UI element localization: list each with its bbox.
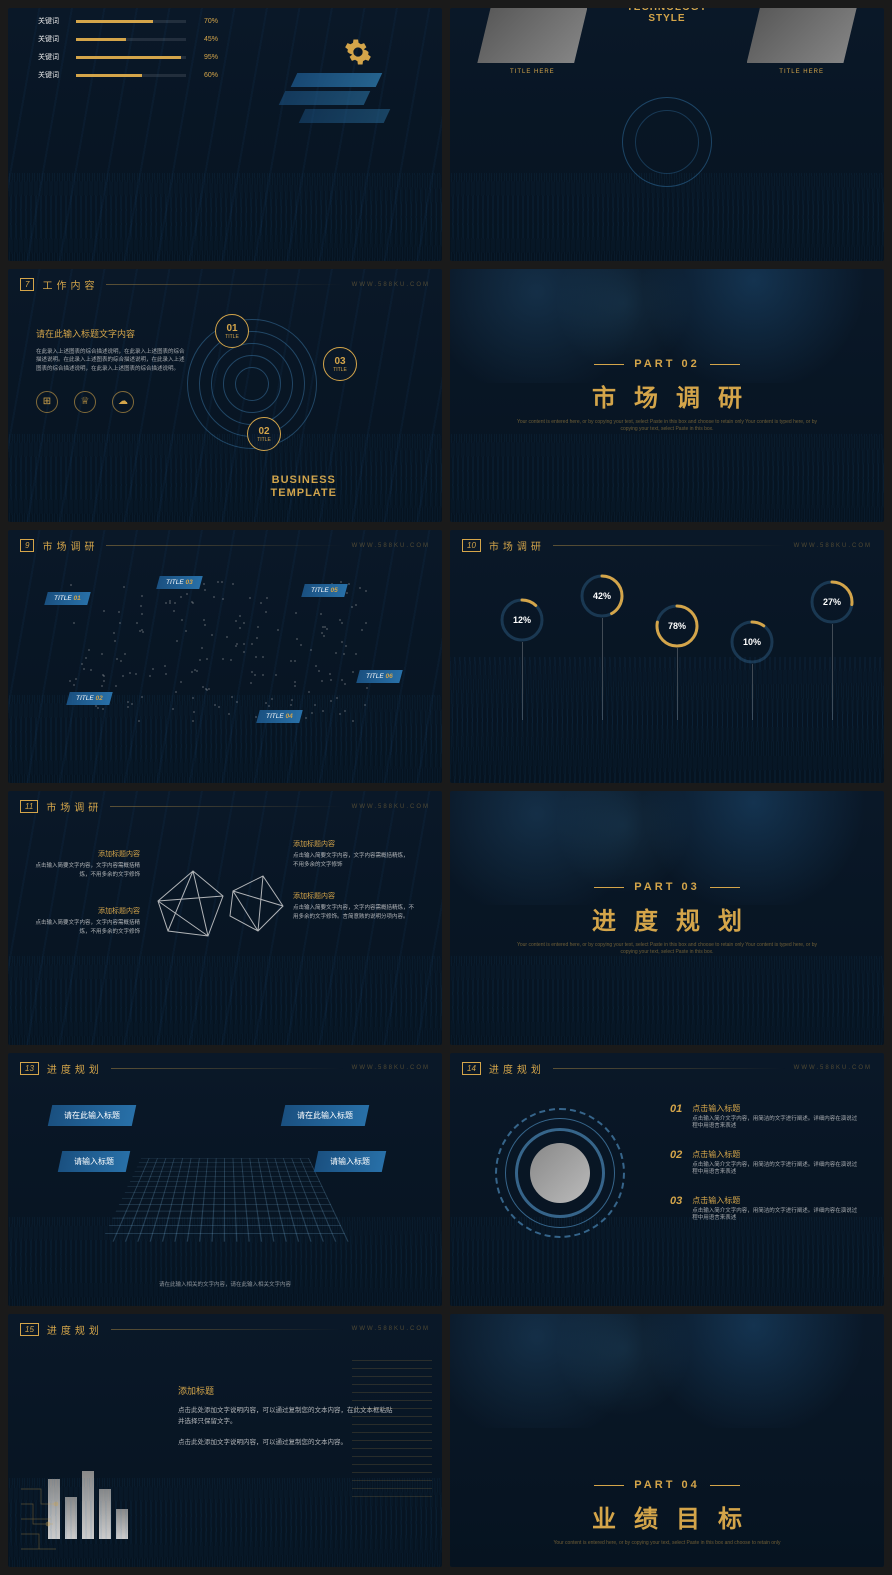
panel-right: TITLE HERE [737,8,867,75]
title-tag: 请输入标题 [314,1151,386,1172]
part-label: PART 02 [594,358,739,370]
slide-10: 14 进度规划 WWW.588KU.COM 01点击输入标题点击输入简介文字内容… [450,1053,884,1306]
header-title: 工作内容 [42,277,98,292]
bar-row: 关键词60% [38,70,218,80]
content-body: 在此录入上述图表的综合描述说明，在此录入上述图表的综合描述说明。在此录入上述图表… [36,348,186,373]
title-tag: TITLE 06 [356,670,402,683]
panel-left: TITLE HERE [467,8,597,75]
title-tag: 请在此输入标题 [281,1105,369,1126]
slide-7: 11 市场调研 WWW.588KU.COM 添加标题内容点击输入简要文字内容，文… [8,791,442,1044]
panel-center: TECHNOLOGY STYLE [602,8,732,75]
text-block: 添加标题内容点击输入简要文字内容，文字内容需概括精炼，不用多余的文字修饰。言简意… [293,891,418,921]
slide-5: 9 市场调研 WWW.588KU.COM TITLE 01TITLE 02TIT… [8,530,442,783]
header-url: WWW.588KU.COM [352,282,430,288]
progress-bars: 关键词70% 关键词45% 关键词95% 关键词60% [38,16,218,88]
section-subtitle: Your content is entered here, or by copy… [515,419,819,433]
bar-row: 关键词95% [38,52,218,62]
slide-8-section: PART 03 进度规划 Your content is entered her… [450,791,884,1044]
title-tag: TITLE 01 [44,592,90,605]
title-tag: TITLE 03 [156,576,202,589]
slide-4-section: PART 02 市场调研 Your content is entered her… [450,269,884,522]
slide-2: TITLE HERE TECHNOLOGY STYLE TITLE HERE [450,8,884,261]
gear-icon [344,38,372,71]
title-tag: TITLE 05 [301,584,347,597]
parallelogram-shapes [294,73,387,127]
bar-row: 关键词70% [38,16,218,26]
trophy-icon: ♕ [74,391,96,413]
percentage-circle: 27% [810,580,854,624]
map-icon: ⊞ [36,391,58,413]
content-title: 请在此输入标题文字内容 [36,327,186,340]
percentage-circle: 42% [580,574,624,618]
slide-3: 7 工作内容 WWW.588KU.COM 请在此输入标题文字内容 在此录入上述图… [8,269,442,522]
slide-11: 15 进度规划 WWW.588KU.COM 添加标题 点击此处添加文字说明内容，… [8,1314,442,1567]
page-number: 7 [20,278,34,291]
orbit-rings: 01TITLE 02TITLE 03TITLE [187,319,317,449]
slide-1: 关键词70% 关键词45% 关键词95% 关键词60% [8,8,442,261]
section-title: 市场调研 [574,378,760,413]
text-block: 添加标题内容点击输入简要文字内容，文字内容需概括精炼，不用多余的文字修饰 [30,849,140,879]
slide-12-section: PART 04 业绩目标 Your content is entered her… [450,1314,884,1567]
polyhedra-icon [148,851,288,971]
percentage-circle: 12% [500,598,544,642]
title-tag: 请在此输入标题 [48,1105,136,1126]
cloud-icon: ☁ [112,391,134,413]
text-block: 添加标题内容点击输入简要文字内容，文字内容需概括精炼，不用多余的文字修饰 [30,906,140,936]
bar-row: 关键词45% [38,34,218,44]
list-item: 02点击输入标题点击输入简介文字内容，用简洁的文字进行阐述。详细内容在演说过程中… [670,1149,860,1177]
list-item: 01点击输入标题点击输入简介文字内容，用简洁的文字进行阐述。详细内容在演说过程中… [670,1103,860,1131]
text-block: 添加标题内容点击输入简要文字内容，文字内容需概括精炼，不用多余的文字修饰 [293,839,413,869]
percentage-circle: 78% [655,604,699,648]
slide-9: 13 进度规划 WWW.588KU.COM 请在此输入标题请在此输入标题请输入标… [8,1053,442,1306]
title-tag: 请输入标题 [58,1151,130,1172]
slide-6: 10 市场调研 WWW.588KU.COM 12%42%78%10%27% [450,530,884,783]
